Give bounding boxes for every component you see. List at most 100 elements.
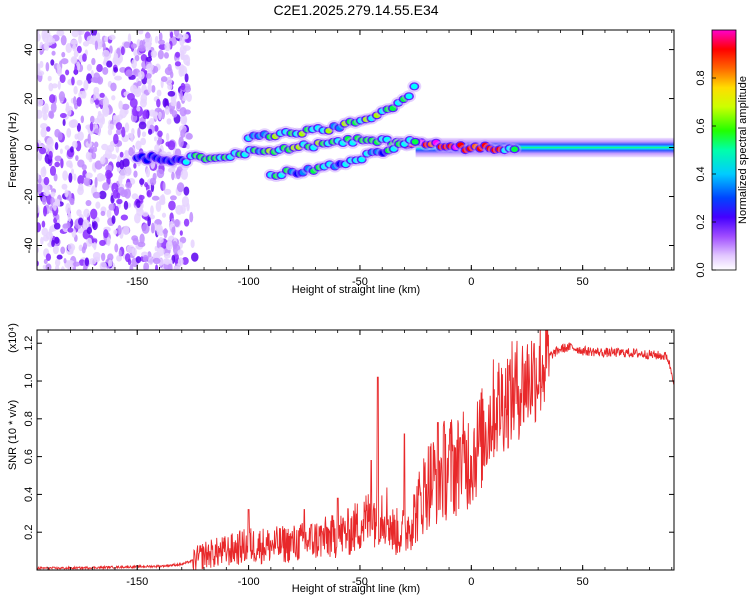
snr-scale-label: (x10⁴)	[7, 323, 19, 353]
noise-blob	[61, 183, 68, 190]
noise-blob	[123, 41, 131, 48]
noise-blob	[42, 112, 48, 121]
noise-blob	[141, 131, 147, 138]
colorbar-label: Normalized spectral amplitude	[737, 76, 749, 224]
noise-blob	[130, 43, 138, 49]
noise-blob	[142, 211, 149, 217]
noise-blob	[148, 118, 155, 126]
noise-blob	[150, 50, 158, 58]
noise-blob	[68, 119, 77, 128]
noise-blob	[180, 169, 189, 180]
noise-blob	[139, 178, 145, 186]
noise-blob	[133, 170, 138, 178]
noise-blob	[49, 165, 57, 176]
noise-blob	[163, 188, 172, 195]
noise-blob	[138, 121, 147, 130]
noise-blob	[124, 253, 131, 263]
noise-blob	[150, 222, 155, 234]
noise-blob	[125, 182, 133, 189]
noise-blob	[40, 127, 47, 138]
noise-blob	[74, 133, 79, 140]
noise-blob	[94, 117, 101, 124]
noise-blob	[53, 222, 61, 230]
y-tick-label: 1.0	[23, 373, 35, 388]
y-tick-label: 40	[23, 43, 35, 55]
noise-blob	[107, 144, 115, 153]
noise-blob	[102, 67, 109, 75]
noise-blob	[91, 57, 96, 66]
noise-blob	[111, 215, 116, 225]
noise-blob	[163, 227, 168, 239]
noise-blob	[89, 97, 94, 105]
noise-blob	[146, 189, 153, 198]
noise-blob	[63, 258, 67, 264]
noise-blob	[135, 256, 142, 264]
noise-blob	[106, 60, 113, 68]
noise-blob	[145, 167, 151, 178]
y-tick-label: 0.8	[23, 411, 35, 426]
noise-blob	[122, 225, 130, 236]
noise-blob	[67, 212, 72, 223]
noise-blob	[62, 170, 68, 181]
noise-blob	[106, 209, 112, 219]
snr-frame	[36, 329, 675, 571]
noise-blob	[57, 80, 61, 90]
noise-blob	[92, 191, 101, 199]
noise-blob	[159, 150, 167, 157]
spectrogram-panel: -150 -100 -50 0 50 -40 -20 0 20 40 Height of str…	[7, 29, 675, 296]
noise-blob	[146, 63, 154, 72]
noise-blob	[37, 222, 42, 233]
y-tick-label: 1.2	[23, 336, 35, 351]
noise-blob	[73, 173, 77, 181]
noise-blob	[190, 239, 195, 249]
noise-blob	[171, 171, 175, 181]
noise-blob	[64, 145, 70, 151]
main-branch-blob	[383, 136, 391, 143]
noise-blob	[162, 181, 166, 191]
noise-blob	[114, 243, 119, 253]
noise-blob	[69, 197, 75, 204]
noise-blob	[73, 96, 77, 106]
noise-blob	[40, 123, 48, 130]
noise-blob	[60, 58, 69, 65]
noise-blob	[82, 53, 87, 62]
noise-blob	[61, 51, 66, 58]
noise-blob	[90, 30, 98, 37]
noise-blob	[152, 257, 161, 265]
noise-blob	[123, 188, 131, 199]
noise-blob	[37, 32, 41, 42]
noise-blob	[87, 133, 91, 144]
colorbar-tick-label: 0.0	[695, 262, 707, 277]
noise-blob	[76, 79, 83, 86]
noise-blob	[83, 208, 90, 218]
snr-y-ticks: 0.2 0.4 0.6 0.8 1.0 1.2	[23, 336, 674, 540]
noise-blob	[135, 140, 142, 151]
noise-blob	[58, 91, 66, 102]
noise-blob	[94, 128, 100, 134]
main-branch-blob	[241, 151, 249, 158]
noise-blob	[156, 89, 162, 97]
noise-blob	[46, 126, 51, 132]
noise-blob	[94, 40, 99, 51]
noise-blob	[130, 84, 138, 94]
noise-blob	[108, 203, 115, 211]
noise-blob	[134, 54, 140, 62]
noise-blob	[176, 100, 181, 110]
noise-blob	[74, 64, 78, 76]
lower-branch-blob	[390, 146, 398, 152]
noise-blob	[160, 76, 168, 83]
noise-blob	[104, 36, 109, 43]
spectrogram-x-ticks: -150 -100 -50 0 50	[47, 30, 673, 288]
y-tick-label: 20	[23, 92, 35, 104]
noise-blob	[158, 237, 164, 244]
noise-blob	[120, 214, 129, 221]
noise-blob	[131, 59, 137, 69]
noise-blob	[49, 111, 55, 119]
noise-blob	[90, 208, 98, 220]
noise-blob	[141, 223, 150, 234]
noise-blob	[48, 82, 54, 92]
noise-blob	[54, 128, 61, 138]
x-tick-label: -150	[126, 576, 148, 588]
noise-blob	[105, 169, 112, 180]
noise-blob	[46, 137, 54, 149]
